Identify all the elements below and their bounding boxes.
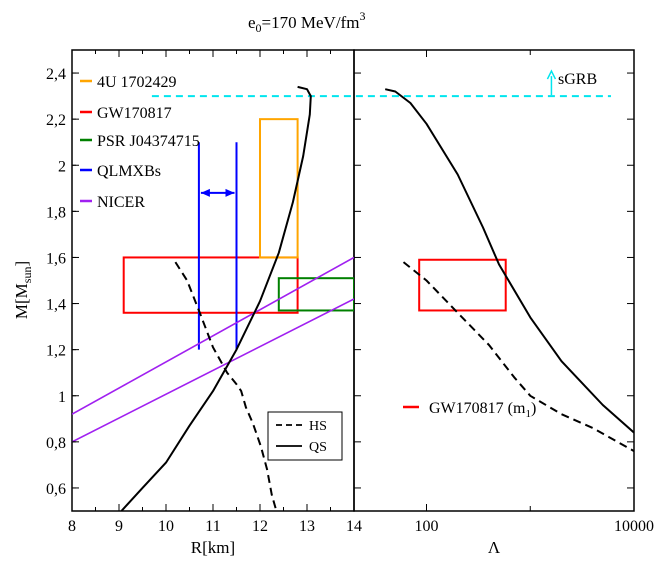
x-tick-label-p0-2: 10: [158, 518, 174, 535]
legend-eos-box: [267, 411, 343, 461]
legend-constraints: 4U 1702429 GW170817 PSR J04374715 QLMXBs…: [80, 74, 200, 211]
legend-label-psr: PSR J04374715: [97, 133, 200, 150]
sgrb-arrow-head: [546, 69, 557, 80]
series-qs-p1: [384, 88, 634, 434]
chart-marks: [72, 69, 634, 511]
legend-label-gw: GW170817: [97, 105, 172, 122]
x-tick-label-p0-0: 8: [68, 518, 76, 535]
constraint-gw170817-p0: [122, 256, 299, 314]
x-tick-label-p1-0: 100: [415, 518, 439, 535]
legend-gw-m1: GW170817 (m1): [403, 400, 536, 420]
y-tick-label-6: 1,8: [46, 204, 66, 221]
x-axis-label-radius: R[km]: [191, 538, 235, 557]
series-qs-p0: [120, 85, 312, 511]
legend-label-gw-m1: GW170817 (m1): [429, 400, 536, 420]
y-tick-label-7: 2: [58, 158, 66, 175]
x-tick-label-p0-4: 12: [252, 518, 268, 535]
x-tick-label-p0-5: 13: [299, 518, 315, 535]
y-tick-label-2: 1: [58, 389, 66, 406]
constraint-psr-j04374715-p0: [277, 277, 354, 312]
legend-label-4u: 4U 1702429: [97, 74, 177, 91]
series-hs-p0: [174, 261, 278, 511]
legend-label-nicer: NICER: [97, 194, 145, 211]
constraint-qlmxbs-p0-arrow-head-right: [225, 188, 235, 197]
constraint-nicer-p0-line-0: [72, 256, 354, 415]
constraint-nicer-p0-line-1: [72, 298, 354, 443]
axis-ticks: 0,6 0,8 1 1,2 1,4 1,6 1,8 2 2,2 2,4 8 9 10 11 12 13 14 10…: [46, 50, 654, 535]
constraint-4u-1702429-p0: [259, 118, 299, 259]
y-tick-label-1: 0,8: [46, 435, 66, 452]
y-tick-label-8: 2,2: [46, 112, 66, 129]
legend-label-hs: HS: [309, 419, 327, 434]
y-axis-label: M[Msun]: [12, 261, 34, 319]
y-tick-label-3: 1,2: [46, 343, 66, 360]
right-panel-frame: [353, 49, 635, 512]
legend-label-qlmxbs: QLMXBs: [97, 163, 161, 180]
x-tick-label-p0-3: 11: [205, 518, 220, 535]
y-tick-label-5: 1,6: [46, 250, 66, 267]
legend-eos: HS QS: [267, 411, 343, 461]
x-tick-label-p0-6: 14: [346, 518, 362, 535]
chart-title: e0=170 MeV/fm3: [248, 9, 365, 35]
x-tick-label-p0-1: 9: [115, 518, 123, 535]
y-tick-label-4: 1,4: [46, 297, 66, 314]
x-tick-label-p1-1: 10000: [614, 518, 654, 535]
sgrb-label: sGRB: [558, 71, 597, 88]
x-axis-label-lambda: Λ: [488, 538, 501, 557]
constraint-qlmxbs-p0-arrow-head-left: [200, 188, 210, 197]
y-tick-label-0: 0,6: [46, 481, 66, 498]
legend-label-qs: QS: [309, 440, 327, 455]
y-tick-label-9: 2,4: [46, 66, 66, 83]
constraint-gw170817-p1: [418, 258, 507, 312]
series-hs-p1: [402, 261, 634, 452]
